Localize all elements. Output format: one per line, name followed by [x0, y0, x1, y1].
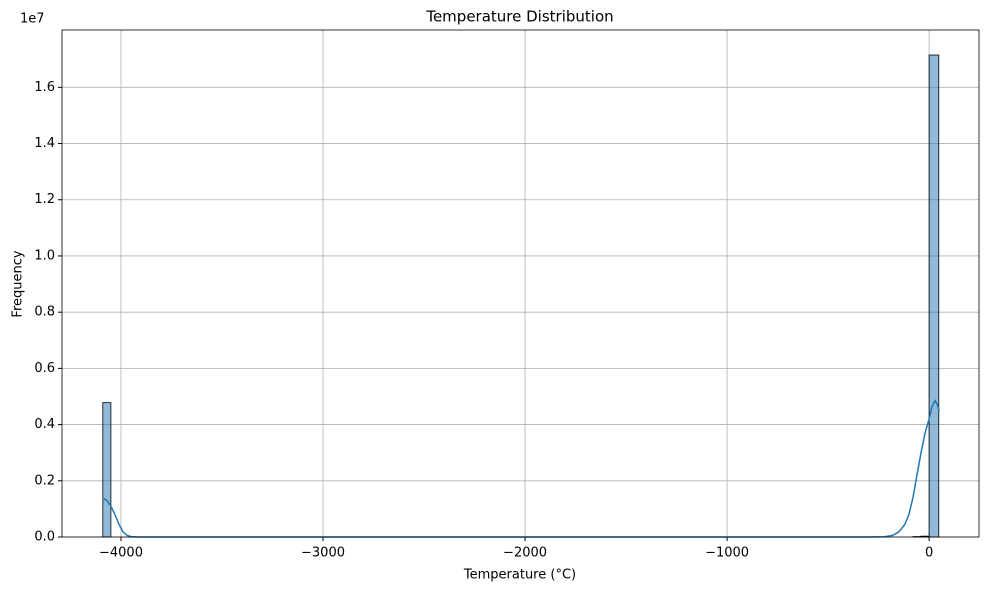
y-tick-label: 0.0 — [34, 530, 55, 545]
y-tick-label: 1.6 — [34, 80, 55, 95]
histogram-bar — [102, 402, 112, 538]
y-tick-label: 0.8 — [34, 305, 55, 320]
x-tick-label: −3000 — [301, 546, 345, 561]
histogram-bar — [928, 54, 940, 538]
y-tick-label: 1.0 — [34, 248, 55, 263]
kde-line — [102, 399, 940, 538]
x-axis-label: Temperature (°C) — [463, 568, 576, 583]
x-tick-label: 0 — [925, 546, 933, 561]
chart-title: Temperature Distribution — [425, 8, 613, 26]
plot-frame — [61, 29, 980, 538]
y-tick-label: 0.6 — [34, 361, 55, 376]
y-axis-label: Frequency — [11, 250, 26, 317]
y-tick-label: 1.4 — [34, 136, 55, 151]
y-offset-label: 1e7 — [20, 12, 45, 27]
y-tick-label: 0.4 — [34, 417, 55, 432]
x-tick-label: −4000 — [99, 546, 143, 561]
x-tick-label: −2000 — [503, 546, 547, 561]
y-tick-label: 1.2 — [34, 192, 55, 207]
x-tick-label: −1000 — [705, 546, 749, 561]
y-tick-label: 0.2 — [34, 473, 55, 488]
